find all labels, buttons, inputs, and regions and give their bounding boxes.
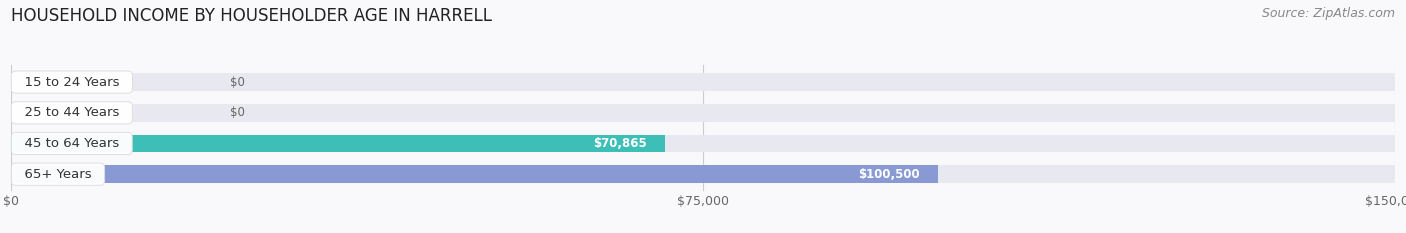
Bar xyxy=(11,135,665,152)
Text: Source: ZipAtlas.com: Source: ZipAtlas.com xyxy=(1261,7,1395,20)
Bar xyxy=(11,73,1395,91)
Bar xyxy=(11,135,1395,152)
Text: $0: $0 xyxy=(231,76,245,89)
Text: $100,500: $100,500 xyxy=(858,168,920,181)
Bar xyxy=(11,104,1395,122)
Text: $70,865: $70,865 xyxy=(593,137,647,150)
Text: 45 to 64 Years: 45 to 64 Years xyxy=(15,137,128,150)
Text: 65+ Years: 65+ Years xyxy=(15,168,100,181)
Text: $0: $0 xyxy=(231,106,245,119)
Bar xyxy=(11,165,1395,183)
Bar xyxy=(11,165,938,183)
Text: HOUSEHOLD INCOME BY HOUSEHOLDER AGE IN HARRELL: HOUSEHOLD INCOME BY HOUSEHOLDER AGE IN H… xyxy=(11,7,492,25)
Text: 25 to 44 Years: 25 to 44 Years xyxy=(15,106,128,119)
Text: 15 to 24 Years: 15 to 24 Years xyxy=(15,76,128,89)
